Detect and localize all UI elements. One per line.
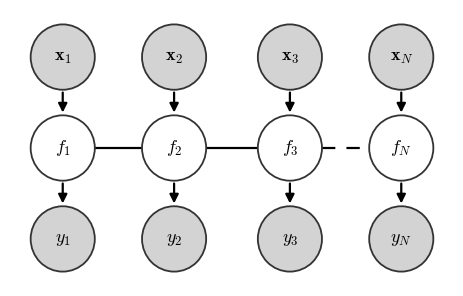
Ellipse shape [369,206,432,272]
Text: $y_2$: $y_2$ [165,230,182,248]
Text: $f_3$: $f_3$ [281,138,298,158]
Ellipse shape [31,115,94,181]
Ellipse shape [369,24,432,90]
Ellipse shape [257,206,321,272]
Text: $f_1$: $f_1$ [55,138,71,158]
Ellipse shape [142,24,206,90]
Text: $\mathbf{x}_3$: $\mathbf{x}_3$ [280,48,298,66]
Text: $y_3$: $y_3$ [281,230,298,248]
Ellipse shape [257,115,321,181]
Ellipse shape [369,115,432,181]
Text: $f_2$: $f_2$ [165,138,182,158]
Ellipse shape [142,206,206,272]
Ellipse shape [142,115,206,181]
Ellipse shape [31,206,94,272]
Text: $y_1$: $y_1$ [55,230,71,248]
Text: $\mathbf{x}_1$: $\mathbf{x}_1$ [54,48,71,66]
Text: $y_N$: $y_N$ [389,230,412,248]
Text: $\mathbf{x}_N$: $\mathbf{x}_N$ [389,48,412,66]
Text: $\mathbf{x}_2$: $\mathbf{x}_2$ [165,48,183,66]
Ellipse shape [257,24,321,90]
Ellipse shape [31,24,94,90]
Text: $f_N$: $f_N$ [389,138,411,158]
